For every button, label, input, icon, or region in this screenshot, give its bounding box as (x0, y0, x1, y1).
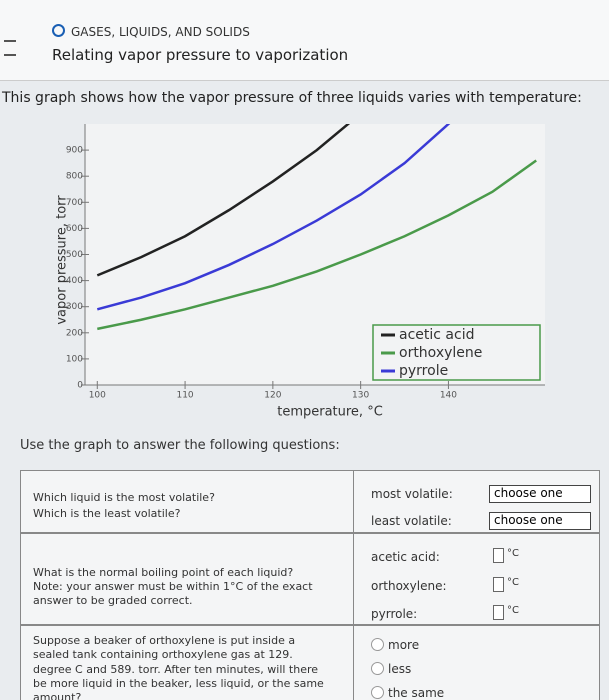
x-tick-label: 130 (352, 391, 369, 401)
y-tick-label: 0 (77, 381, 83, 391)
x-tick-label: 140 (440, 391, 457, 401)
y-tick-label: 900 (66, 146, 83, 156)
x-tick-label: 110 (176, 391, 193, 401)
legend-box (372, 324, 541, 381)
field-label: pyrrole: (371, 607, 418, 621)
y-axis-label: vapor pressure, torr (55, 195, 70, 325)
x-axis-label: temperature, °C (277, 405, 383, 420)
line (97, 159, 537, 331)
page-title: Relating vapor pressure to vaporization (52, 46, 349, 64)
top-bar: GASES, LIQUIDS, AND SOLIDS Relating vapo… (0, 0, 609, 81)
chart: temperature, °C vapor pressure, torr 0 10… (55, 124, 545, 420)
input-box[interactable] (493, 548, 504, 563)
radio-option[interactable]: less (371, 662, 411, 676)
unit: °C (507, 577, 519, 588)
prompt: Suppose a beaker of orthoxylene is put i… (33, 634, 324, 700)
y-tick-label: 200 (66, 328, 83, 338)
prompt: What is the normal boiling point of each… (33, 566, 294, 579)
radio-option[interactable]: the same (371, 686, 444, 700)
question-row: Suppose a beaker of orthoxylene is put i… (20, 625, 600, 700)
prompt: Which liquid is the most volatile? (33, 491, 215, 504)
y-tick-label: 800 (66, 172, 83, 182)
y-tick-label: 500 (66, 250, 83, 260)
prompt: Note: your answer must be within 1°C of … (33, 580, 313, 608)
category: GASES, LIQUIDS, AND SOLIDS (52, 24, 250, 39)
radio-option[interactable]: more (371, 638, 419, 652)
x-tick-label: 100 (89, 391, 106, 401)
instructions: Use the graph to answer the following qu… (20, 438, 340, 453)
legend-label: pyrrole (399, 363, 448, 379)
intro-text: This graph shows how the vapor pressure … (2, 90, 582, 106)
unit: °C (507, 605, 519, 616)
x-tick-label: 120 (264, 391, 281, 401)
divider (353, 471, 354, 532)
y-tick-label: 300 (66, 302, 83, 312)
menu-icon[interactable] (4, 40, 16, 56)
plot-area (96, 124, 537, 331)
y-tick-label: 600 (66, 224, 83, 234)
dropdown[interactable]: choose one (489, 512, 591, 530)
field-label: orthoxylene: (371, 579, 447, 593)
question-row: Which liquid is the most volatile? Which… (20, 470, 600, 533)
input-box[interactable] (493, 605, 504, 620)
field-label: acetic acid: (371, 550, 440, 564)
dropdown[interactable]: choose one (489, 485, 591, 503)
line (96, 124, 351, 277)
divider (353, 534, 354, 624)
input-box[interactable] (493, 577, 504, 592)
unit: °C (507, 548, 519, 559)
legend-label: orthoxylene (399, 345, 482, 361)
line (96, 124, 451, 311)
field-label: least volatile: (371, 514, 452, 528)
y-tick-label: 700 (66, 198, 83, 208)
question-row: What is the normal boiling point of each… (20, 533, 600, 625)
divider (353, 626, 354, 700)
y-tick-label: 400 (66, 276, 83, 286)
field-label: most volatile: (371, 487, 453, 501)
legend-label: acetic acid (399, 327, 474, 343)
y-tick-label: 100 (66, 354, 83, 364)
prompt: Which is the least volatile? (33, 507, 181, 520)
